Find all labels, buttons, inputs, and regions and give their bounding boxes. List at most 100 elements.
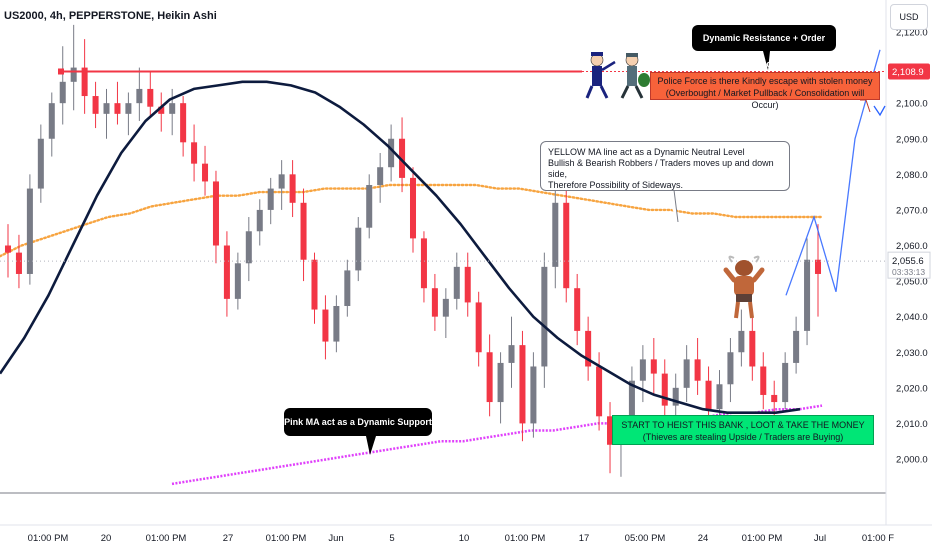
candle-body [377,167,384,186]
yellow-callout-pointer [664,189,679,223]
candle-body [15,252,22,274]
candle-body [48,103,55,139]
candle-body [26,188,33,274]
price-tick-label: 2,090.0 [896,134,928,145]
candle-body [661,373,668,406]
price-tick-label: 2,030.0 [896,348,928,359]
candle-body [683,359,690,388]
price-tick-label: 2,080.0 [896,170,928,181]
robber-figure [620,53,650,99]
candle-body [92,96,99,114]
candle-body [650,359,657,374]
candle-body [4,245,12,253]
time-tick-label: 24 [698,533,709,544]
current-price-label: 2,055.6 [892,256,924,267]
resistance-handle [58,68,64,75]
candle-body [355,227,362,271]
police-figure [585,52,616,99]
figures [585,52,765,319]
time-tick-label: 05:00 PM [625,533,666,544]
candle-body [694,359,701,381]
countdown-label: 03:33:13 [892,267,925,277]
price-tick-label: 2,060.0 [896,241,928,252]
candle-body [464,266,471,303]
candle-body [158,106,165,114]
police-line-2: (Overbought / Market Pullback / Consolid… [665,88,865,110]
projection-arrowhead [873,105,886,117]
time-tick-label: 17 [579,533,590,544]
candle-body [234,263,241,299]
price-tick-label: 2,100.0 [896,99,928,110]
candle-body [431,288,438,317]
candle-body [519,345,526,424]
resistance-price-tag [888,63,930,80]
yellow-ma-callout[interactable]: YELLOW MA line act as a Dynamic Neutral … [540,141,790,191]
time-tick-label: 01:00 PM [266,533,307,544]
resistance-price-label: 2,108.9 [892,67,924,78]
candle-body [705,380,712,410]
time-tick-label: 27 [223,533,234,544]
candle-body [530,366,537,424]
price-axis[interactable]: 2,120.02,110.02,100.02,090.02,080.02,070… [885,0,928,525]
yellow-line-1: YELLOW MA line act as a Dynamic Neutral … [548,147,745,157]
time-tick-label: 10 [459,533,470,544]
currency-button[interactable]: USD [890,4,928,30]
resistance-callout-pointer [763,51,770,70]
levels: 2,108.9 2,055.603:33:13 [0,51,931,455]
heist-callout[interactable]: START TO HEIST THIS BANK , LOOT & TAKE T… [612,415,874,445]
candle-body [245,231,252,264]
grid [0,492,932,526]
candle-body [70,67,77,82]
candle-body [782,362,789,403]
candle-body [497,362,504,403]
candle-body [59,81,66,104]
police-line-1: Police Force is there Kindly escape with… [657,76,873,86]
time-tick-label: 01:00 PM [505,533,546,544]
dynamic-resistance-callout[interactable]: Dynamic Resistance + Order Block [692,25,836,69]
heist-line-1: START TO HEIST THIS BANK , LOOT & TAKE T… [621,420,865,430]
pink-callout-pointer [366,436,376,455]
current-price-tag [887,251,931,279]
candle-body [771,394,778,403]
candle-body [738,330,745,353]
projection-line [785,49,881,296]
candle-body [223,245,230,299]
pink-support-text: Pink MA act as a Dynamic Support [284,417,432,427]
time-axis[interactable]: 01:00 PM 20 01:00 PM 27 01:00 PM Jun 5 10 01:00 … [28,533,895,544]
candle-body [453,266,460,299]
dynamic-resistance-text: Dynamic Resistance + Order Block [702,33,826,69]
candle-body [672,387,679,406]
candle-body [420,238,427,289]
candle-body [749,330,756,367]
candle-body [81,67,88,97]
candle-body [409,177,417,239]
candle-body [300,202,307,260]
symbol-title[interactable]: US2000, 4h, PEPPERSTONE, Heikin Ashi [4,10,217,22]
pink-support-callout[interactable]: Pink MA act as a Dynamic Support [284,408,432,436]
yellow-line-2: Bullish & Bearish Robbers / Traders move… [548,158,774,179]
price-tick-label: 2,070.0 [896,205,928,216]
police-callout-pointer [860,99,871,113]
candle-body [760,366,767,395]
dark-ma-path [0,80,801,414]
candle-body [191,142,198,164]
price-tick-label: 2,010.0 [896,419,928,430]
time-tick-label: 01:00 PM [742,533,783,544]
heist-line-2: (Thieves are stealing Upside / Traders a… [642,432,844,442]
candle-body [125,103,132,114]
price-tick-label: 2,120.0 [896,28,928,39]
candle-body [574,288,581,331]
time-tick-label: 01:00 PM [28,533,69,544]
candle-body [322,309,329,342]
police-callout[interactable]: Police Force is there Kindly escape with… [650,72,880,110]
candle-body [278,174,285,189]
bull-figure [723,255,765,319]
candle-body [212,181,219,246]
yellow-line-3: Therefore Possibility of Sideways. [548,180,684,190]
candle-body [727,352,734,385]
candle-body [541,266,548,367]
candle-body [366,185,373,228]
candle-body [596,366,603,417]
candle-body [289,174,296,203]
time-tick-label: 01:00 PM [146,533,187,544]
